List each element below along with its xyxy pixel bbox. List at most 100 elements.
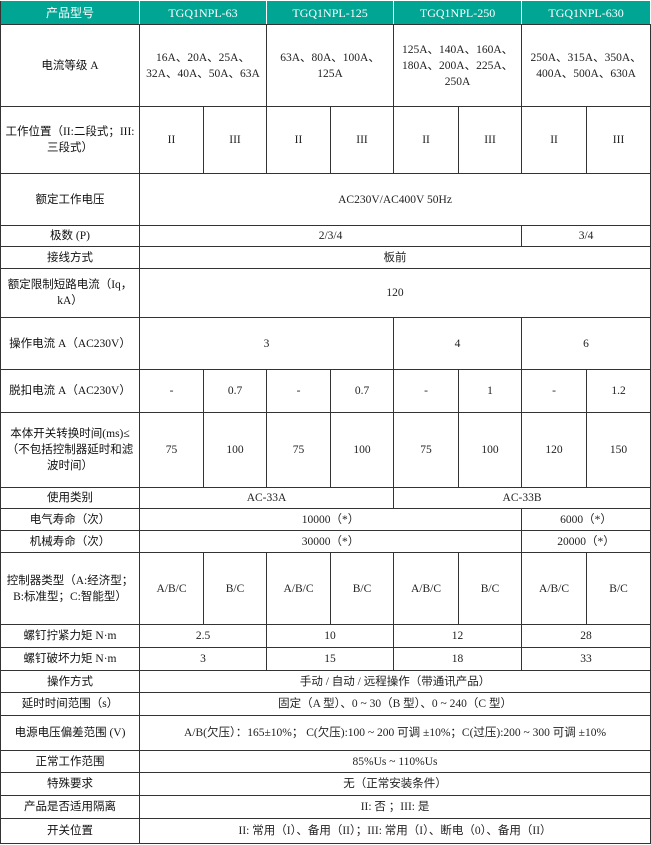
row-value: A/B/C <box>521 552 588 625</box>
row-value: III <box>586 106 651 174</box>
row-value: 33 <box>521 647 651 671</box>
row-value: 125A、140A、160A、180A、200A、225A、250A <box>393 24 523 107</box>
row-value: 75 <box>266 412 332 488</box>
row-value: - <box>521 369 588 413</box>
row-value: 28 <box>521 624 651 648</box>
table-row: 正常工作范围 85%Us ~ 110%Us <box>0 750 651 773</box>
table-row: 脱扣电流 A（AC230V） -0.7-0.7-1-1.2 <box>0 369 651 413</box>
row-value: A/B/C <box>393 552 460 625</box>
row-value: III <box>330 106 395 174</box>
table-row: 延时时间范围（s） 固定（A 型）、0 ~ 30（B 型）、0 ~ 240（C 型… <box>0 692 651 716</box>
table-row: 工作位置（II:二段式；III:三段式） II III II III II III II III <box>0 106 651 174</box>
row-value: 20000（*） <box>521 530 651 553</box>
row-label: 螺钉破坏力矩 N·m <box>0 647 140 671</box>
row-label: 开关位置 <box>0 818 140 844</box>
row-value: III <box>202 106 268 174</box>
row-label: 电源电压偏差范围 (V) <box>0 715 140 751</box>
table-row: 机械寿命（次） 30000（*） 20000（*） <box>0 530 651 553</box>
row-label: 工作位置（II:二段式；III:三段式） <box>0 106 140 174</box>
table-row: 操作电流 A（AC230V） 3 4 6 <box>0 317 651 370</box>
row-value: - <box>266 369 332 413</box>
row-value: 2.5 <box>138 624 268 648</box>
table-row: 接线方式 板前 <box>0 246 651 269</box>
row-value: B/C <box>330 552 395 625</box>
header-model: TGQ1NPL-250 <box>393 0 523 25</box>
row-value: 10 <box>266 624 395 648</box>
row-label: 接线方式 <box>0 246 140 269</box>
row-value: A/B/C <box>139 552 204 625</box>
row-value: AC230V/AC400V 50Hz <box>138 173 651 226</box>
row-label: 使用类别 <box>0 487 140 509</box>
row-value: II: 否 ；III: 是 <box>138 795 651 819</box>
row-value: II: 常用（I）、备用（II）；III: 常用（I）、断电（0）、备用（II） <box>138 818 651 844</box>
table-row: 电气寿命（次） 10000（*） 6000（*） <box>0 508 651 531</box>
row-value: 15 <box>266 647 395 671</box>
row-value: 75 <box>139 412 204 488</box>
row-value: 0.7 <box>330 369 395 413</box>
table-row: 电流等级 A 16A、20A、25A、32A、40A、50A、63A 63A、80A… <box>0 24 651 107</box>
row-value: 63A、80A、100A、125A <box>266 24 395 107</box>
row-value: A/B(欠压）：165±10%； C(欠压):100 ~ 200 可调 ±10%… <box>138 715 651 751</box>
row-value: A/B/C <box>266 552 332 625</box>
row-label: 延时时间范围（s） <box>0 692 140 716</box>
row-value: - <box>393 369 460 413</box>
table-row: 电源电压偏差范围 (V) A/B(欠压）：165±10%； C(欠压):100 ~… <box>0 715 651 751</box>
table-row: 开关位置 II: 常用（I）、备用（II）；III: 常用（I）、断电（0）、备用… <box>0 818 651 844</box>
row-value: 2/3/4 <box>138 225 523 247</box>
header-model: TGQ1NPL-125 <box>266 0 395 25</box>
row-value: 75 <box>393 412 460 488</box>
row-value: AC-33B <box>393 487 651 509</box>
row-value: 无（正常安装条件） <box>138 772 651 796</box>
header-model: TGQ1NPL-63 <box>138 0 268 25</box>
row-value: 18 <box>393 647 523 671</box>
row-label: 电流等级 A <box>0 24 140 107</box>
row-label: 电气寿命（次） <box>0 508 140 531</box>
row-value: 3 <box>138 647 268 671</box>
table-row: 控制器类型（A:经济型；B:标准型；C:智能型） A/B/C B/C A/B/C B/C… <box>0 552 651 625</box>
row-value: II <box>139 106 204 174</box>
row-value: II <box>266 106 332 174</box>
row-value: 手动 / 自动 / 远程操作（带通讯产品） <box>138 670 651 693</box>
row-value: AC-33A <box>138 487 395 509</box>
row-label: 控制器类型（A:经济型；B:标准型；C:智能型） <box>0 552 140 625</box>
table-row: 额定限制短路电流（Iq，kA） 120 <box>0 268 651 318</box>
row-value: III <box>458 106 523 174</box>
row-label: 产品是否适用隔离 <box>0 795 140 819</box>
row-value: 3/4 <box>521 225 651 247</box>
row-value: 1.2 <box>586 369 651 413</box>
table-row: 操作方式 手动 / 自动 / 远程操作（带通讯产品） <box>0 670 651 693</box>
row-label: 操作电流 A（AC230V） <box>0 317 140 370</box>
row-value: 6000（*） <box>521 508 651 531</box>
row-label: 机械寿命（次） <box>0 530 140 553</box>
row-value: 150 <box>586 412 651 488</box>
table-row: 螺钉拧紧力矩 N·m 2.5 10 12 28 <box>0 624 651 648</box>
row-label: 特殊要求 <box>0 772 140 796</box>
row-value: 100 <box>330 412 395 488</box>
header-row: 产品型号 TGQ1NPL-63 TGQ1NPL-125 TGQ1NPL-250 … <box>0 0 651 25</box>
row-value: 0.7 <box>202 369 268 413</box>
row-label: 额定工作电压 <box>0 173 140 226</box>
row-value: 100 <box>458 412 523 488</box>
row-label: 极数 (P) <box>0 225 140 247</box>
row-value: 120 <box>521 412 588 488</box>
table-row: 极数 (P) 2/3/4 3/4 <box>0 225 651 247</box>
row-value: B/C <box>202 552 268 625</box>
row-value: 85%Us ~ 110%Us <box>138 750 651 773</box>
table-row: 额定工作电压 AC230V/AC400V 50Hz <box>0 173 651 226</box>
row-value: 6 <box>521 317 651 370</box>
table-row: 本体开关转换时间(ms)≤（不包括控制器延时和滤波时间） 75 100 75 100 75… <box>0 412 651 488</box>
row-value: 板前 <box>138 246 651 269</box>
row-value: II <box>393 106 460 174</box>
row-value: 10000（*） <box>138 508 523 531</box>
header-label: 产品型号 <box>0 0 140 25</box>
table-row: 产品是否适用隔离 II: 否 ；III: 是 <box>0 795 651 819</box>
header-model: TGQ1NPL-630 <box>521 0 651 25</box>
row-value: 3 <box>138 317 395 370</box>
table-row: 使用类别 AC-33A AC-33B <box>0 487 651 509</box>
row-value: 1 <box>458 369 523 413</box>
row-value: 12 <box>393 624 523 648</box>
table-row: 螺钉破坏力矩 N·m 3 15 18 33 <box>0 647 651 671</box>
row-value: 120 <box>138 268 651 318</box>
row-value: II <box>521 106 588 174</box>
